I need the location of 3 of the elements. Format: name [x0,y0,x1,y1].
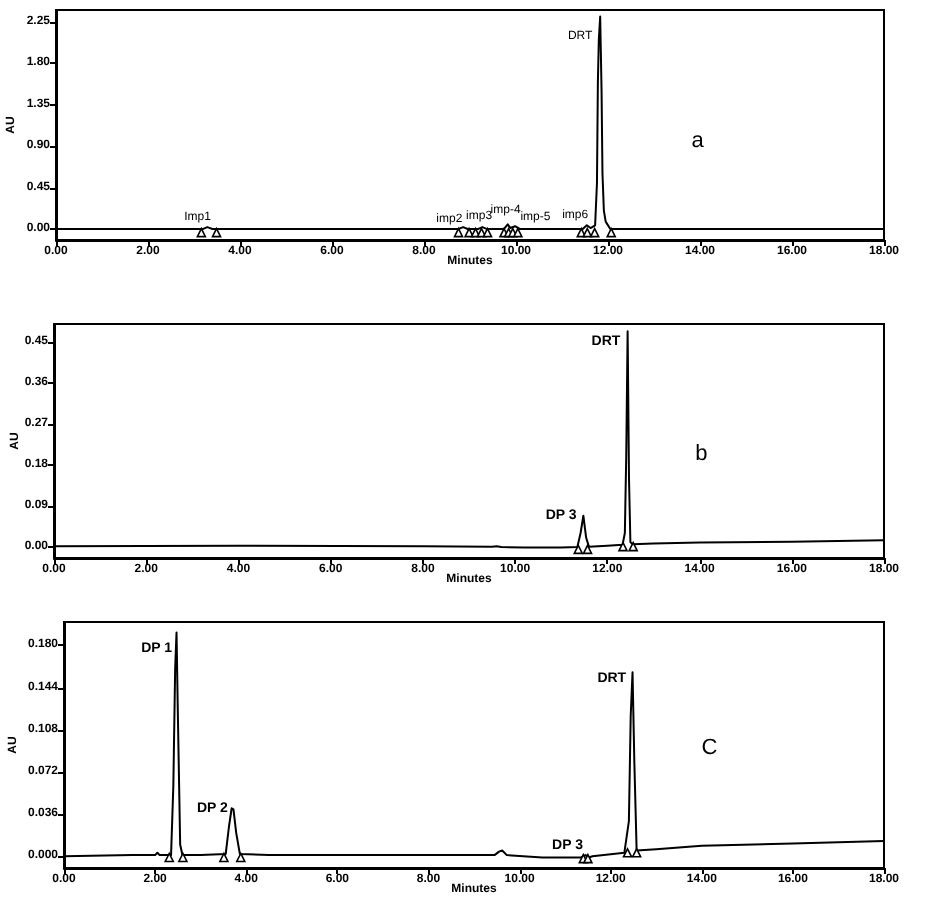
annotation: b [695,441,708,466]
annotation: C [701,736,718,761]
annotation: a [691,129,706,154]
